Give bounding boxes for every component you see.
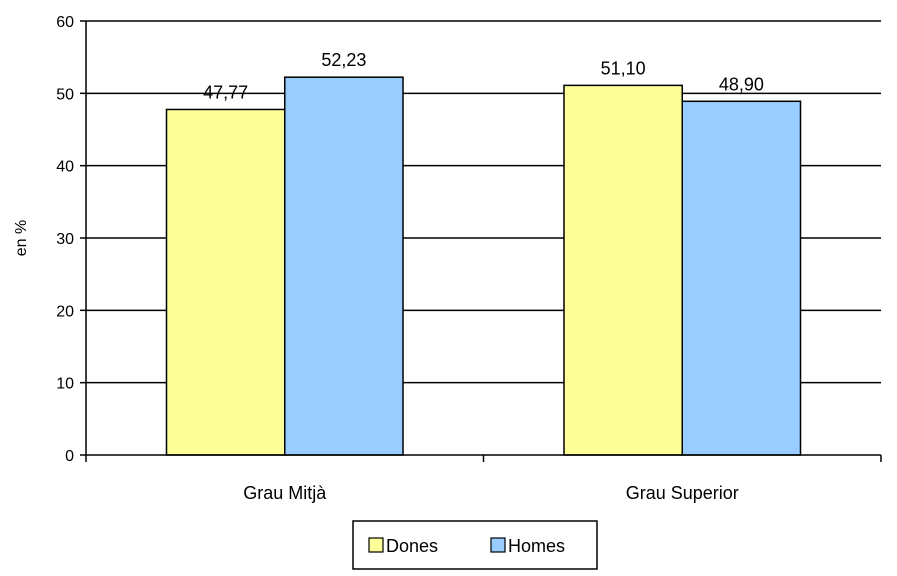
bar-homes-0	[284, 76, 404, 456]
data-labels: 47,77 52,23 51,10 48,90	[203, 50, 764, 102]
legend-box	[352, 520, 598, 570]
legend-label-homes: Homes	[508, 536, 565, 556]
y-tick-label: 10	[56, 376, 74, 393]
x-category-label: Grau Superior	[626, 483, 739, 503]
y-tick-label: 20	[56, 303, 74, 320]
data-label: 48,90	[719, 74, 764, 94]
bars	[165, 76, 802, 456]
y-tick-label: 30	[56, 231, 74, 248]
y-tick-label: 50	[56, 86, 74, 103]
y-axis-title: en %	[13, 220, 30, 256]
data-label: 52,23	[321, 50, 366, 70]
x-category-labels: Grau Mitjà Grau Superior	[243, 483, 739, 503]
y-tick-labels: 0 10 20 30 40 50 60	[56, 14, 74, 465]
legend: Dones Homes	[352, 520, 598, 570]
y-tick-label: 40	[56, 159, 74, 176]
y-tick-label: 60	[56, 14, 74, 31]
legend-swatch-dones	[368, 537, 384, 553]
x-category-label: Grau Mitjà	[243, 483, 327, 503]
data-label: 47,77	[203, 82, 248, 102]
bar-dones-1	[563, 84, 684, 456]
y-tick-label: 0	[65, 448, 74, 465]
legend-swatch-homes	[490, 537, 506, 553]
legend-label-dones: Dones	[386, 536, 438, 556]
axes	[85, 21, 881, 456]
bar-dones-0	[165, 108, 286, 456]
bar-homes-1	[681, 100, 802, 456]
data-label: 51,10	[601, 58, 646, 78]
